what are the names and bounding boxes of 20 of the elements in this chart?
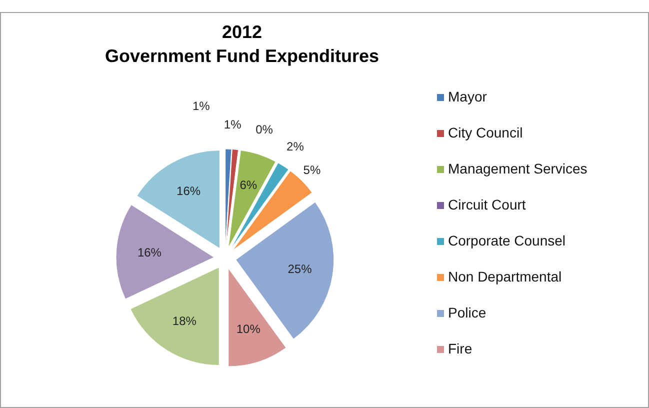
- legend-label: City Council: [448, 124, 523, 141]
- data-label: 25%: [288, 262, 312, 276]
- data-label: 1%: [224, 118, 242, 132]
- legend-label: Fire: [448, 340, 472, 357]
- legend-label: Circuit Court: [448, 196, 526, 213]
- legend-label: Corporate Counsel: [448, 232, 566, 249]
- legend-label: Non Departmental: [448, 268, 562, 285]
- data-label: 1%: [192, 99, 210, 114]
- data-label: 2%: [286, 140, 304, 154]
- chart-title: 2012 Government Fund Expenditures: [104, 22, 380, 66]
- legend-label: Police: [448, 304, 486, 321]
- data-label: 16%: [137, 245, 162, 260]
- text: 0%: [256, 122, 273, 136]
- data-label: 5%: [303, 163, 321, 178]
- data-label: 10%: [236, 322, 261, 336]
- data-label: 18%: [172, 314, 197, 328]
- data-label: 16%: [176, 184, 201, 198]
- legend-label: Mayor: [448, 88, 488, 105]
- legend-label: Management Services: [448, 160, 588, 177]
- data-label: 6%: [240, 178, 258, 192]
